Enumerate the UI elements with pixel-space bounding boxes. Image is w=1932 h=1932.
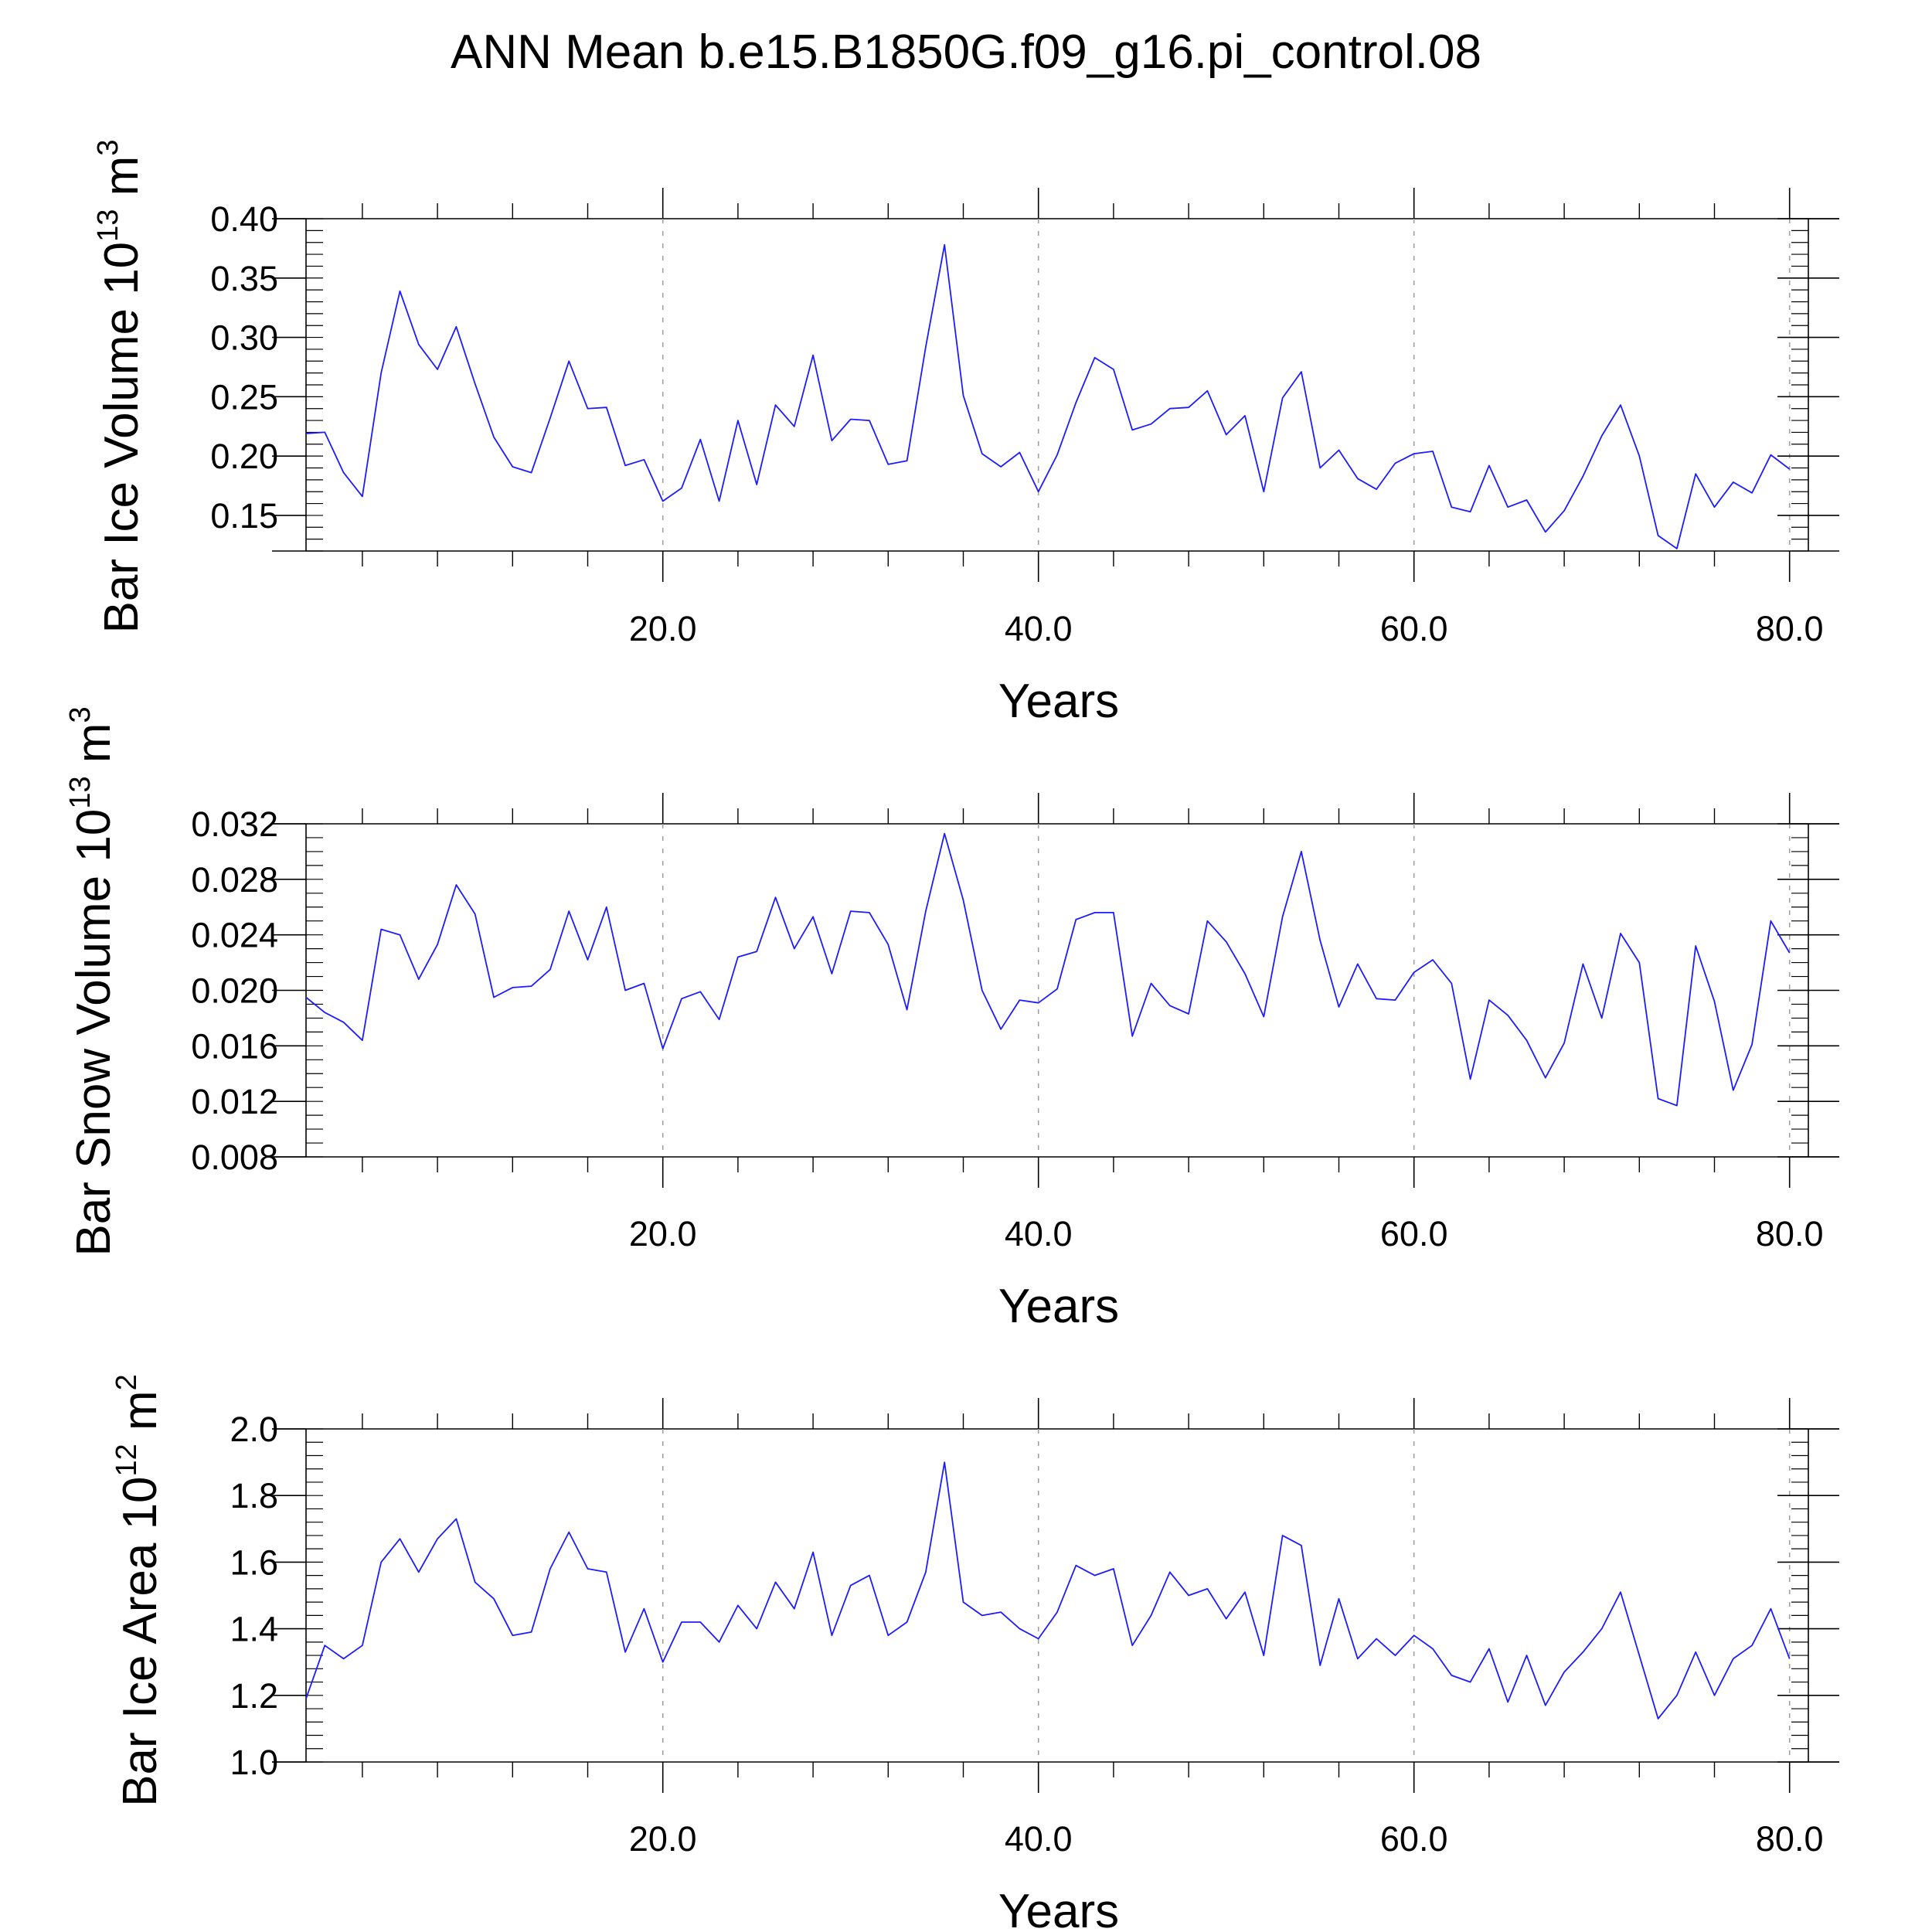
x-tick-label: 40.0 [1005,609,1073,648]
x-tick-label: 80.0 [1756,609,1824,648]
x-tick-label: 60.0 [1380,609,1448,648]
y-tick-label: 1.8 [230,1476,278,1515]
y-tick-label: 0.032 [191,804,278,844]
y-tick-label: 0.25 [210,377,278,417]
y-tick-label: 0.35 [210,259,278,298]
x-tick-label: 40.0 [1005,1214,1073,1253]
y-tick-label: 0.008 [191,1138,278,1177]
panel-3: 1.0 1.2 1.4 1.6 1.8 2.0 20.0 40.0 60.0 80.0 Years B… [111,1374,1839,1932]
y-tick-label: 0.020 [191,971,278,1011]
x-tick-label: 60.0 [1380,1819,1448,1859]
panel-1: 0.15 0.20 0.25 0.30 0.35 0.40 20.0 40.0 60.0 80.0… [92,140,1839,728]
x-tick-label: 40.0 [1005,1819,1073,1859]
y-tick-label: 0.024 [191,916,278,955]
series-line [305,832,1791,1107]
y-tick-label: 0.012 [191,1082,278,1121]
y-tick-label: 2.0 [230,1410,278,1449]
y-tick-label: 0.40 [210,199,278,239]
y-axis-label: Bar Snow Volume 1013 m3 [64,706,121,1256]
panel-2: 0.008 0.012 0.016 0.020 0.024 0.028 0.032 20.0 4… [64,706,1839,1333]
y-tick-label: 1.4 [230,1610,278,1649]
y-axis-label: Bar Ice Area 1012 m2 [111,1374,167,1807]
x-tick-label: 20.0 [629,1214,697,1253]
x-tick-label: 80.0 [1756,1819,1824,1859]
y-tick-label: 0.028 [191,860,278,900]
y-tick-label: 0.016 [191,1026,278,1066]
y-tick-label: 0.30 [210,318,278,358]
y-axis-label: Bar Ice Volume 1013 m3 [92,140,148,634]
x-tick-label: 60.0 [1380,1214,1448,1253]
y-tick-label: 0.15 [210,496,278,536]
x-tick-label: 20.0 [629,1819,697,1859]
x-tick-label: 80.0 [1756,1214,1824,1253]
x-axis-label: Years [998,1885,1119,1932]
y-tick-label: 0.20 [210,437,278,476]
series-line [305,1461,1791,1719]
y-tick-label: 1.6 [230,1543,278,1582]
x-tick-label: 20.0 [629,609,697,648]
y-tick-label: 1.0 [230,1743,278,1782]
chart-title: ANN Mean b.e15.B1850G.f09_g16.pi_control… [451,26,1481,79]
x-axis-label: Years [998,1280,1119,1333]
series-line [305,243,1791,549]
x-axis-label: Years [998,675,1119,728]
y-tick-label: 1.2 [230,1676,278,1716]
